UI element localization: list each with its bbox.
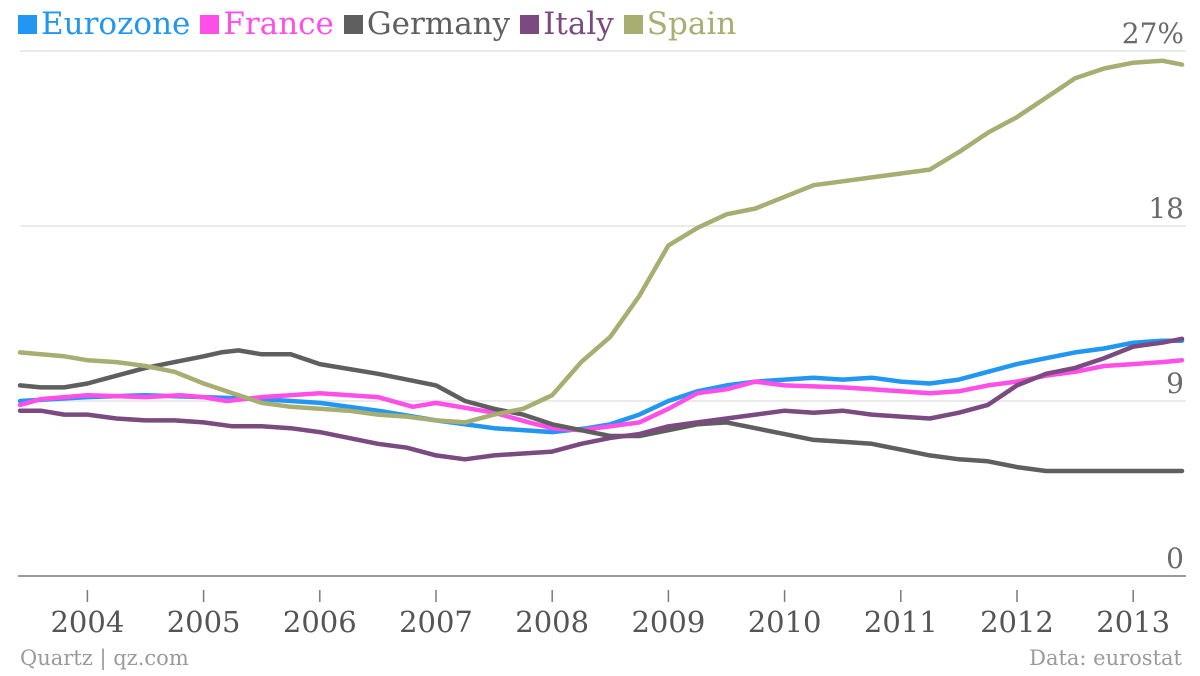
x-tick-label: 2004 xyxy=(50,605,124,639)
x-tick-label: 2005 xyxy=(167,605,241,639)
data-source: Data: eurostat xyxy=(1029,646,1182,670)
legend-swatch-italy xyxy=(520,14,540,34)
x-tick-label: 2009 xyxy=(631,605,705,639)
legend-swatch-germany xyxy=(343,14,363,34)
legend-item-france[interactable]: France xyxy=(200,4,334,44)
series-line-italy xyxy=(17,336,1185,462)
y-tick-label: 27% xyxy=(1122,17,1184,50)
series-line-eurozone xyxy=(17,338,1185,435)
y-tick-label: 18 xyxy=(1148,192,1184,225)
x-tick-label: 2013 xyxy=(1096,605,1170,639)
legend-swatch-france xyxy=(200,14,220,34)
x-tick-label: 2007 xyxy=(399,605,473,639)
source-credit: Quartz | qz.com xyxy=(20,646,189,670)
legend-swatch-eurozone xyxy=(18,14,37,34)
legend-label-germany: Germany xyxy=(366,6,511,42)
x-tick-label: 2008 xyxy=(515,605,589,639)
x-tick-label: 2010 xyxy=(748,605,822,639)
legend-item-eurozone[interactable]: Eurozone xyxy=(18,4,190,44)
chart-legend: Eurozone France Germany Italy Spain xyxy=(18,4,736,44)
legend-item-italy[interactable]: Italy xyxy=(520,4,614,44)
legend-label-spain: Spain xyxy=(646,6,737,42)
legend-swatch-spain xyxy=(623,14,643,34)
x-tick-label: 2011 xyxy=(864,605,938,639)
y-tick-label: 9 xyxy=(1166,367,1184,400)
legend-label-france: France xyxy=(223,6,334,42)
legend-label-italy: Italy xyxy=(543,6,614,42)
x-tick-label: 2006 xyxy=(283,605,357,639)
x-tick-label: 2012 xyxy=(980,605,1054,639)
legend-label-eurozone: Eurozone xyxy=(41,6,191,42)
legend-item-spain[interactable]: Spain xyxy=(623,4,737,44)
series-line-spain xyxy=(17,58,1185,425)
series-line-germany xyxy=(17,348,1185,474)
legend-item-germany[interactable]: Germany xyxy=(343,4,511,44)
series-line-france xyxy=(17,357,1185,433)
y-tick-label: 0 xyxy=(1166,542,1184,575)
